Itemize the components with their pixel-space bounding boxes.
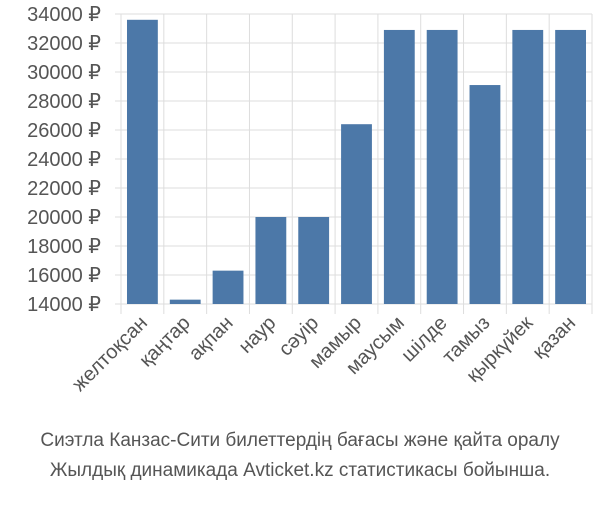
bar bbox=[169, 299, 201, 304]
bar bbox=[426, 29, 458, 304]
bar bbox=[383, 29, 415, 304]
x-tick-label: наур bbox=[235, 312, 281, 358]
bar bbox=[341, 124, 372, 304]
y-tick-label: 14000 ₽ bbox=[27, 294, 101, 316]
y-tick-label: 30000 ₽ bbox=[27, 62, 101, 84]
x-tick-label: қазан bbox=[529, 312, 581, 364]
bar bbox=[298, 217, 330, 304]
x-tick-label: ақпан bbox=[185, 312, 238, 365]
y-tick-label: 16000 ₽ bbox=[27, 265, 101, 287]
y-tick-label: 24000 ₽ bbox=[27, 149, 101, 171]
bar bbox=[512, 29, 544, 304]
bar bbox=[555, 29, 587, 304]
bar bbox=[126, 19, 158, 305]
bar bbox=[469, 85, 501, 304]
bar bbox=[212, 270, 244, 304]
y-tick-label: 18000 ₽ bbox=[27, 236, 101, 258]
y-tick-label: 26000 ₽ bbox=[27, 120, 101, 142]
y-tick-label: 34000 ₽ bbox=[27, 4, 101, 26]
caption-line: Сиэтла Канзас-Сити билеттердің бағасы жә… bbox=[40, 430, 560, 451]
caption-line: Жылдық динамикада Avticket.kz статистика… bbox=[50, 460, 550, 481]
y-tick-label: 20000 ₽ bbox=[27, 207, 101, 229]
y-tick-label: 32000 ₽ bbox=[27, 33, 101, 55]
bar bbox=[255, 217, 287, 304]
y-tick-label: 28000 ₽ bbox=[27, 91, 101, 113]
y-tick-label: 22000 ₽ bbox=[27, 178, 101, 200]
